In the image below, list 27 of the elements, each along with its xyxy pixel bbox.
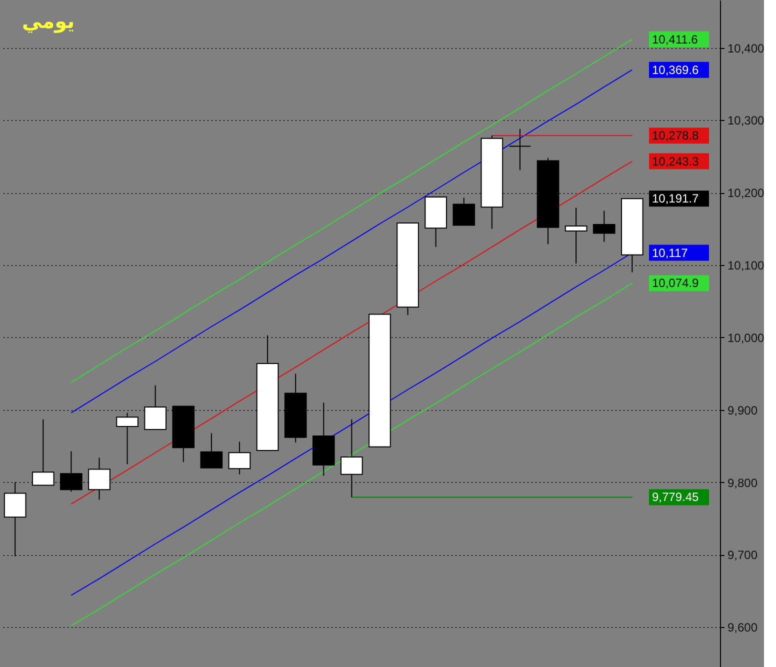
y-tick-label: 9,700	[728, 548, 758, 562]
y-tick-label: 9,800	[728, 476, 758, 490]
y-tick-label: 10,400	[728, 41, 765, 56]
y-tick-label: 10,300	[728, 114, 765, 128]
line-series	[70, 282, 633, 626]
candlestick	[228, 441, 251, 475]
y-tick-label: 9,900	[728, 403, 758, 418]
y-tick-label: 9,600	[728, 620, 758, 635]
data-label: 10,243.3	[652, 154, 700, 168]
data-label: 9,779.45	[652, 490, 700, 504]
data-label: 10,117	[652, 246, 688, 260]
text: يومي	[22, 9, 75, 33]
y-tick-label: 10,000	[728, 330, 765, 345]
candlestick	[200, 432, 223, 468]
data-label: 10,074.9	[652, 276, 700, 290]
y-tick-label: 10,100	[728, 258, 765, 273]
candlestick	[452, 197, 476, 226]
line-series	[70, 69, 633, 414]
line-series	[70, 38, 633, 383]
text: 10,191.7	[652, 192, 700, 206]
candlestick	[592, 210, 616, 242]
candlestick	[116, 412, 138, 465]
data-label: 10,369.6	[652, 62, 700, 77]
candlestick	[508, 128, 532, 171]
data-label: 10,411.6	[652, 32, 698, 46]
y-tick-label: 10,200	[728, 186, 765, 200]
data-label: 10,278.8	[652, 128, 700, 143]
